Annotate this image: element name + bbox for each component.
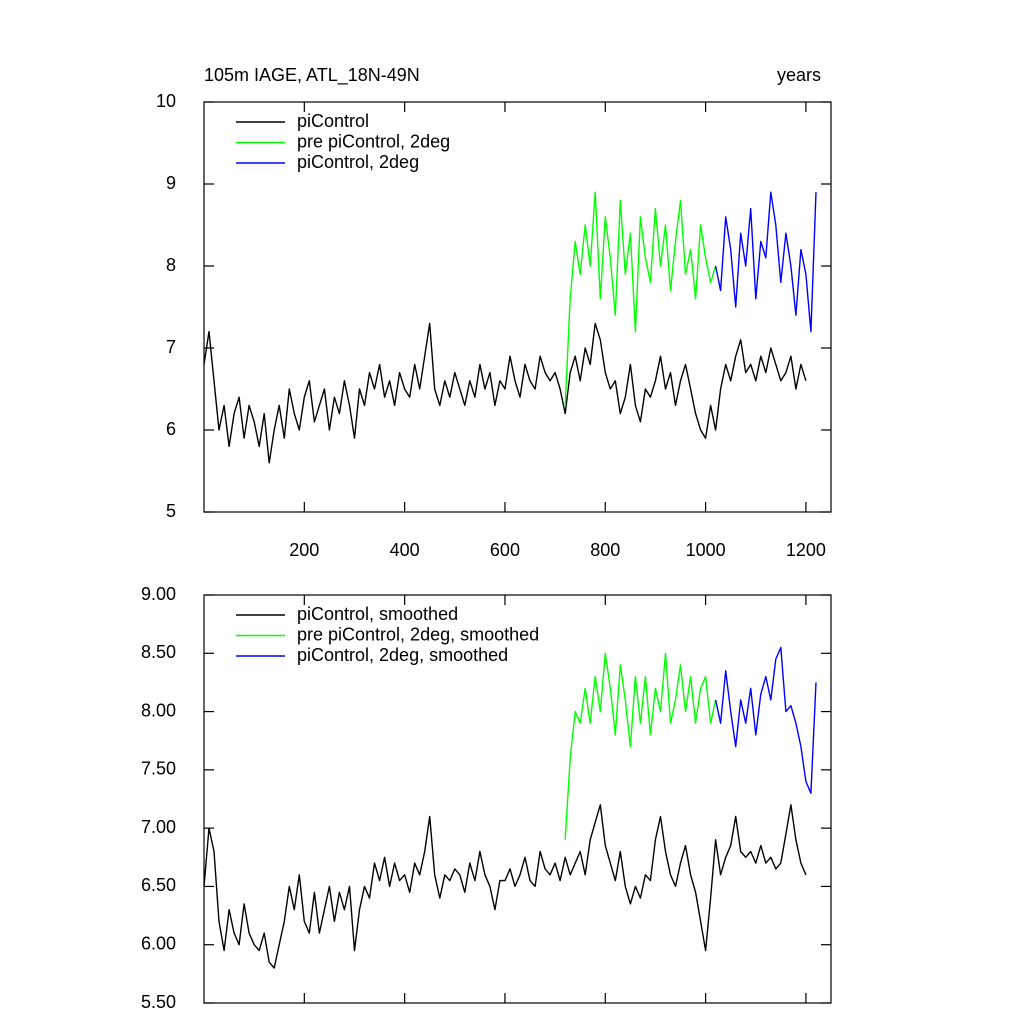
series-line [564, 652, 717, 840]
legend-label: pre piControl, 2deg, smoothed [297, 624, 539, 644]
y-tick-label: 5.50 [141, 992, 176, 1012]
x-tick-label: 400 [390, 540, 420, 560]
series-line [714, 191, 817, 333]
legend-label: piControl [297, 111, 369, 131]
y-tick-label: 9.00 [141, 584, 176, 604]
series-line [203, 804, 807, 969]
x-tick-label: 200 [289, 540, 319, 560]
y-tick-label: 6 [166, 419, 176, 439]
y-tick-label: 7.00 [141, 817, 176, 837]
y-tick-label: 5 [166, 501, 176, 521]
y-tick-label: 8.00 [141, 700, 176, 720]
x-tick-label: 800 [590, 540, 620, 560]
x-tick-label: 600 [490, 540, 520, 560]
x-tick-label: 1000 [686, 540, 726, 560]
x-tick-label: 1200 [786, 540, 826, 560]
plot-frame [203, 101, 832, 513]
series-line [203, 322, 807, 464]
unit-label: years [777, 65, 821, 85]
plot-frame [203, 594, 832, 1004]
y-tick-label: 8 [166, 255, 176, 275]
y-tick-label: 6.00 [141, 933, 176, 953]
y-tick-label: 7 [166, 337, 176, 357]
y-tick-label: 6.50 [141, 875, 176, 895]
series-line [714, 646, 817, 794]
y-tick-label: 9 [166, 173, 176, 193]
legend-label: piControl, 2deg, smoothed [297, 645, 508, 665]
y-tick-label: 8.50 [141, 642, 176, 662]
legend-label: piControl, 2deg [297, 152, 419, 172]
legend-label: pre piControl, 2deg [297, 131, 450, 151]
y-tick-label: 7.50 [141, 759, 176, 779]
chart-title: 105m IAGE, ATL_18N-49N [204, 65, 420, 86]
legend-label: piControl, smoothed [297, 604, 458, 624]
y-tick-label: 10 [156, 91, 176, 111]
series-line [564, 191, 717, 406]
